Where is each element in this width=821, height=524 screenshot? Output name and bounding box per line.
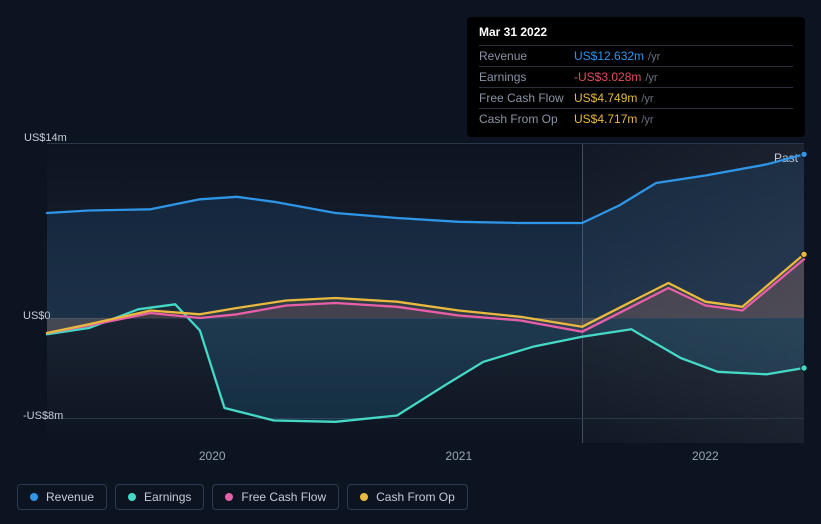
legend-label: Cash From Op (376, 490, 455, 504)
tooltip-row: Free Cash FlowUS$4.749m/yr (479, 87, 793, 108)
tooltip-row-label: Free Cash Flow (479, 91, 574, 105)
tooltip-row-suffix: /yr (641, 93, 653, 105)
series-fill-earnings (47, 304, 804, 422)
legend-dot-icon (225, 493, 233, 501)
legend-item-cash-from-op[interactable]: Cash From Op (347, 484, 468, 510)
tooltip-row-value: -US$3.028m (574, 70, 641, 84)
tooltip-row-value: US$12.632m (574, 49, 644, 63)
legend-item-free-cash-flow[interactable]: Free Cash Flow (212, 484, 339, 510)
tooltip-row: Earnings-US$3.028m/yr (479, 66, 793, 87)
tooltip-row-value: US$4.717m (574, 112, 637, 126)
legend-dot-icon (128, 493, 136, 501)
tooltip-row-label: Earnings (479, 70, 574, 84)
legend-item-revenue[interactable]: Revenue (17, 484, 107, 510)
legend-label: Earnings (144, 490, 191, 504)
tooltip-date: Mar 31 2022 (479, 25, 793, 39)
chart-svg (47, 143, 804, 443)
tooltip-row: RevenueUS$12.632m/yr (479, 45, 793, 66)
tooltip-row-label: Cash From Op (479, 112, 574, 126)
tooltip-row-suffix: /yr (645, 72, 657, 84)
tooltip-row-suffix: /yr (648, 51, 660, 63)
legend-label: Free Cash Flow (241, 490, 326, 504)
legend-dot-icon (30, 493, 38, 501)
y-axis-label-top: US$14m (24, 132, 67, 144)
financial-chart-panel: Mar 31 2022 RevenueUS$12.632m/yrEarnings… (0, 0, 821, 524)
series-end-marker (801, 251, 807, 257)
legend-dot-icon (360, 493, 368, 501)
x-axis-label: 2021 (445, 449, 472, 463)
tooltip-row-suffix: /yr (641, 114, 653, 126)
legend-item-earnings[interactable]: Earnings (115, 484, 204, 510)
chart-area: Past US$0-US$8m 202020212022 (17, 143, 804, 443)
chart-tooltip: Mar 31 2022 RevenueUS$12.632m/yrEarnings… (467, 17, 805, 137)
series-end-marker (801, 365, 807, 371)
series-end-marker (801, 151, 807, 157)
tooltip-row-label: Revenue (479, 49, 574, 63)
tooltip-row-value: US$4.749m (574, 91, 637, 105)
x-axis-label: 2022 (692, 449, 719, 463)
legend: Revenue Earnings Free Cash Flow Cash From O… (17, 484, 468, 510)
legend-label: Revenue (46, 490, 94, 504)
tooltip-row: Cash From OpUS$4.717m/yr (479, 108, 793, 129)
x-axis-label: 2020 (199, 449, 226, 463)
